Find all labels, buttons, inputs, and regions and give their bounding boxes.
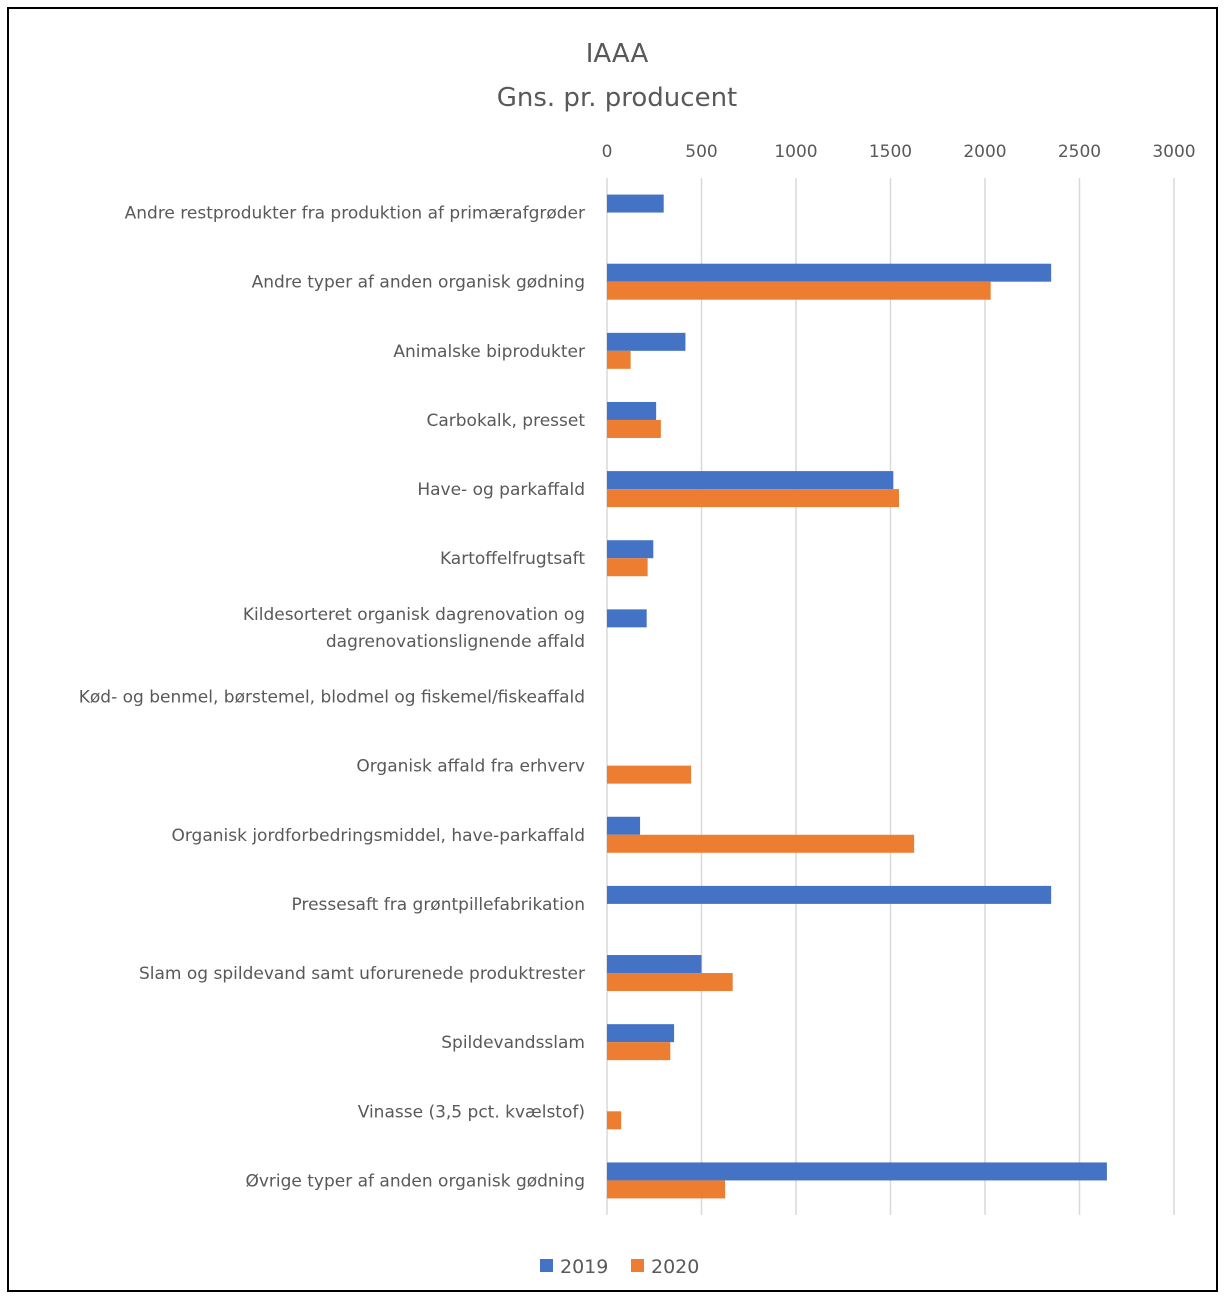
category-label: Organisk affald fra erhverv	[356, 757, 585, 777]
x-tick-label: 1000	[774, 142, 817, 162]
category-label: Animalske biprodukter	[393, 342, 585, 362]
x-axis-ticks: 0 500 1000 1500 2000 2500 3000	[602, 142, 1196, 162]
x-tick-label: 3000	[1152, 142, 1195, 162]
bar-2020-9	[607, 834, 915, 853]
category-label: Andre typer af anden organisk gødning	[252, 273, 585, 293]
category-label: Andre restprodukter fra produktion af pr…	[125, 204, 585, 224]
category-label: Organisk jordforbedringsmiddel, have-par…	[171, 826, 585, 846]
category-label: Pressesaft fra grøntpillefabrikation	[292, 895, 586, 915]
bar-2019-14	[607, 1162, 1107, 1181]
x-tick-label: 500	[685, 142, 717, 162]
category-label: dagrenovationslignende affald	[326, 632, 585, 652]
x-tick-label: 0	[602, 142, 613, 162]
bar-2019-4	[607, 471, 894, 490]
category-label: Kød- og benmel, børstemel, blodmel og fi…	[79, 688, 585, 708]
chart-title-line: Gns. pr. producent	[497, 83, 738, 113]
bar-2020-8	[607, 765, 692, 784]
bar-2020-4	[607, 489, 900, 508]
bar-2020-3	[607, 419, 661, 438]
bar-2020-14	[607, 1180, 726, 1199]
category-label: Kildesorteret organisk dagrenovation og	[243, 605, 585, 625]
category-label: Kartoffelfrugtsaft	[440, 549, 585, 569]
x-tick-label: 2000	[963, 142, 1006, 162]
legend-label-2019: 2019	[560, 1256, 608, 1278]
bar-2019-9	[607, 816, 641, 835]
bar-2019-0	[607, 194, 664, 213]
category-label: Øvrige typer af anden organisk gødning	[245, 1171, 585, 1191]
x-tick-label: 2500	[1058, 142, 1101, 162]
chart-title: IAAA Gns. pr. producent	[497, 39, 738, 113]
bar-2020-12	[607, 1042, 671, 1061]
category-labels: Andre restprodukter fra produktion af pr…	[79, 204, 586, 1192]
legend-swatch-2019	[540, 1259, 553, 1272]
chart-title-line: IAAA	[586, 39, 649, 69]
bar-2019-10	[607, 885, 1052, 904]
category-label: Slam og spildevand samt uforurenede prod…	[139, 964, 585, 984]
bar-2019-2	[607, 332, 686, 351]
category-label: Carbokalk, presset	[426, 411, 585, 431]
legend: 2019 2020	[540, 1256, 699, 1278]
x-tick-label: 1500	[869, 142, 912, 162]
bar-2020-2	[607, 350, 631, 369]
category-label: Vinasse (3,5 pct. kvælstof)	[358, 1102, 585, 1122]
bar-2019-1	[607, 263, 1052, 282]
legend-swatch-2020	[631, 1259, 644, 1272]
bar-2019-12	[607, 1024, 675, 1043]
bar-2020-5	[607, 558, 648, 577]
chart-frame	[7, 7, 1218, 1292]
gridlines	[606, 178, 1175, 1215]
bar-2019-5	[607, 540, 654, 559]
bar-2020-11	[607, 973, 733, 992]
category-label: Spildevandsslam	[441, 1033, 585, 1053]
bars	[607, 194, 1107, 1199]
bar-2020-13	[607, 1111, 622, 1130]
legend-label-2020: 2020	[651, 1256, 699, 1278]
bar-2019-6	[607, 609, 647, 628]
bar-2019-3	[607, 401, 657, 420]
bar-2020-1	[607, 281, 991, 300]
category-label: Have- og parkaffald	[417, 480, 585, 500]
bar-2019-11	[607, 955, 702, 974]
